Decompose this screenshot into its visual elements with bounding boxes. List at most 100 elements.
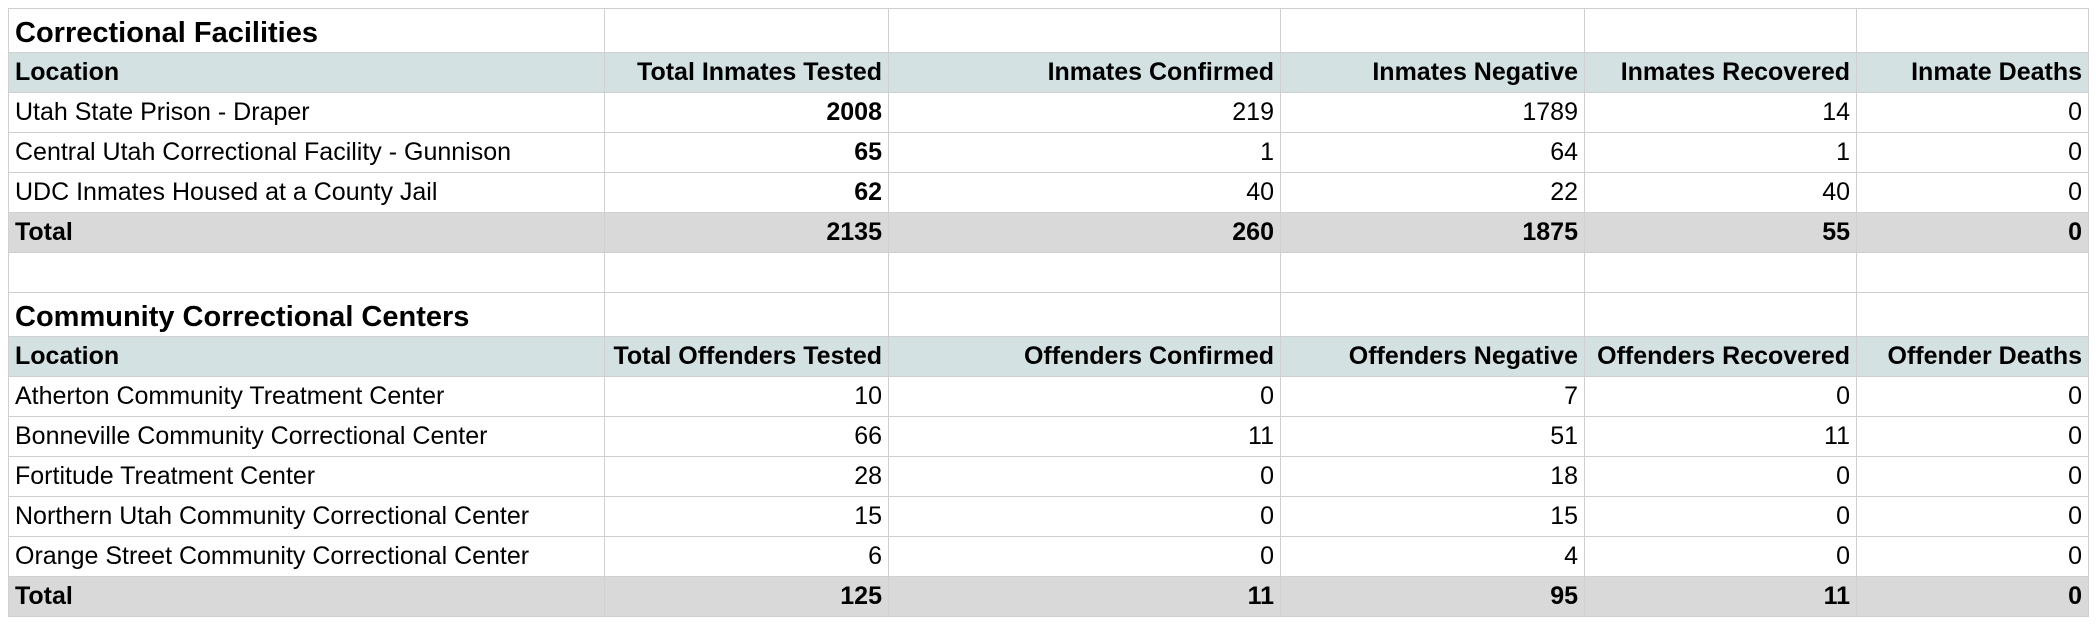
empty-cell[interactable] <box>1856 252 2089 293</box>
total-row: Total 125 11 95 11 0 <box>8 576 2089 617</box>
confirmed-cell[interactable]: 0 <box>888 536 1281 577</box>
header-total-tested[interactable]: Total Offenders Tested <box>604 336 889 377</box>
total-label[interactable]: Total <box>8 576 605 617</box>
deaths-cell[interactable]: 0 <box>1856 536 2089 577</box>
total-tested-cell[interactable]: 10 <box>604 376 889 417</box>
empty-cell[interactable] <box>1856 292 2089 337</box>
empty-cell[interactable] <box>888 8 1281 53</box>
empty-cell[interactable] <box>604 292 889 337</box>
negative-cell[interactable]: 64 <box>1280 132 1585 173</box>
location-cell[interactable]: UDC Inmates Housed at a County Jail <box>8 172 605 213</box>
empty-cell[interactable] <box>8 252 605 293</box>
header-negative[interactable]: Inmates Negative <box>1280 52 1585 93</box>
total-tested-cell[interactable]: 2008 <box>604 92 889 133</box>
total-tested-cell[interactable]: 66 <box>604 416 889 457</box>
deaths-cell[interactable]: 0 <box>1856 456 2089 497</box>
column-header-row: Location Total Offenders Tested Offender… <box>8 336 2089 377</box>
empty-cell[interactable] <box>604 8 889 53</box>
deaths-cell[interactable]: 0 <box>1856 92 2089 133</box>
location-cell[interactable]: Central Utah Correctional Facility - Gun… <box>8 132 605 173</box>
recovered-cell[interactable]: 1 <box>1584 132 1857 173</box>
recovered-cell[interactable]: 11 <box>1584 416 1857 457</box>
header-recovered[interactable]: Offenders Recovered <box>1584 336 1857 377</box>
deaths-sum[interactable]: 0 <box>1856 576 2089 617</box>
header-location[interactable]: Location <box>8 52 605 93</box>
spreadsheet: Correctional Facilities Location Total I… <box>8 8 2089 617</box>
table-row: UDC Inmates Housed at a County Jail 62 4… <box>8 172 2089 213</box>
header-deaths[interactable]: Offender Deaths <box>1856 336 2089 377</box>
header-confirmed[interactable]: Offenders Confirmed <box>888 336 1281 377</box>
location-cell[interactable]: Orange Street Community Correctional Cen… <box>8 536 605 577</box>
confirmed-cell[interactable]: 40 <box>888 172 1281 213</box>
section-title-row: Correctional Facilities <box>8 8 2089 53</box>
empty-cell[interactable] <box>1280 8 1585 53</box>
total-tested-sum[interactable]: 2135 <box>604 212 889 253</box>
confirmed-cell[interactable]: 1 <box>888 132 1281 173</box>
empty-cell[interactable] <box>1584 252 1857 293</box>
empty-cell[interactable] <box>1280 252 1585 293</box>
empty-cell[interactable] <box>888 252 1281 293</box>
location-cell[interactable]: Fortitude Treatment Center <box>8 456 605 497</box>
header-negative[interactable]: Offenders Negative <box>1280 336 1585 377</box>
location-cell[interactable]: Atherton Community Treatment Center <box>8 376 605 417</box>
recovered-cell[interactable]: 0 <box>1584 376 1857 417</box>
recovered-sum[interactable]: 55 <box>1584 212 1857 253</box>
confirmed-sum[interactable]: 260 <box>888 212 1281 253</box>
negative-cell[interactable]: 15 <box>1280 496 1585 537</box>
total-tested-cell[interactable]: 65 <box>604 132 889 173</box>
location-cell[interactable]: Utah State Prison - Draper <box>8 92 605 133</box>
confirmed-cell[interactable]: 0 <box>888 456 1281 497</box>
header-confirmed[interactable]: Inmates Confirmed <box>888 52 1281 93</box>
total-tested-cell[interactable]: 6 <box>604 536 889 577</box>
header-recovered[interactable]: Inmates Recovered <box>1584 52 1857 93</box>
empty-cell[interactable] <box>1584 292 1857 337</box>
negative-cell[interactable]: 51 <box>1280 416 1585 457</box>
empty-row <box>8 252 2089 293</box>
section-title[interactable]: Community Correctional Centers <box>8 292 605 337</box>
total-tested-cell[interactable]: 28 <box>604 456 889 497</box>
recovered-cell[interactable]: 14 <box>1584 92 1857 133</box>
table-row: Central Utah Correctional Facility - Gun… <box>8 132 2089 173</box>
negative-cell[interactable]: 4 <box>1280 536 1585 577</box>
empty-cell[interactable] <box>1584 8 1857 53</box>
section-title[interactable]: Correctional Facilities <box>8 8 605 53</box>
total-tested-sum[interactable]: 125 <box>604 576 889 617</box>
recovered-cell[interactable]: 0 <box>1584 536 1857 577</box>
negative-cell[interactable]: 22 <box>1280 172 1585 213</box>
deaths-cell[interactable]: 0 <box>1856 376 2089 417</box>
total-row: Total 2135 260 1875 55 0 <box>8 212 2089 253</box>
recovered-cell[interactable]: 40 <box>1584 172 1857 213</box>
empty-cell[interactable] <box>604 252 889 293</box>
recovered-cell[interactable]: 0 <box>1584 496 1857 537</box>
header-total-tested[interactable]: Total Inmates Tested <box>604 52 889 93</box>
confirmed-cell[interactable]: 219 <box>888 92 1281 133</box>
total-tested-cell[interactable]: 15 <box>604 496 889 537</box>
empty-cell[interactable] <box>1280 292 1585 337</box>
negative-cell[interactable]: 1789 <box>1280 92 1585 133</box>
confirmed-cell[interactable]: 0 <box>888 496 1281 537</box>
empty-cell[interactable] <box>1856 8 2089 53</box>
recovered-sum[interactable]: 11 <box>1584 576 1857 617</box>
negative-cell[interactable]: 18 <box>1280 456 1585 497</box>
negative-cell[interactable]: 7 <box>1280 376 1585 417</box>
deaths-cell[interactable]: 0 <box>1856 172 2089 213</box>
empty-cell[interactable] <box>888 292 1281 337</box>
covid-testing-table: Correctional Facilities Location Total I… <box>8 8 2089 617</box>
confirmed-cell[interactable]: 11 <box>888 416 1281 457</box>
deaths-cell[interactable]: 0 <box>1856 496 2089 537</box>
deaths-cell[interactable]: 0 <box>1856 416 2089 457</box>
deaths-sum[interactable]: 0 <box>1856 212 2089 253</box>
deaths-cell[interactable]: 0 <box>1856 132 2089 173</box>
recovered-cell[interactable]: 0 <box>1584 456 1857 497</box>
header-location[interactable]: Location <box>8 336 605 377</box>
total-tested-cell[interactable]: 62 <box>604 172 889 213</box>
confirmed-sum[interactable]: 11 <box>888 576 1281 617</box>
table-row: Bonneville Community Correctional Center… <box>8 416 2089 457</box>
negative-sum[interactable]: 95 <box>1280 576 1585 617</box>
negative-sum[interactable]: 1875 <box>1280 212 1585 253</box>
total-label[interactable]: Total <box>8 212 605 253</box>
confirmed-cell[interactable]: 0 <box>888 376 1281 417</box>
location-cell[interactable]: Bonneville Community Correctional Center <box>8 416 605 457</box>
location-cell[interactable]: Northern Utah Community Correctional Cen… <box>8 496 605 537</box>
header-deaths[interactable]: Inmate Deaths <box>1856 52 2089 93</box>
